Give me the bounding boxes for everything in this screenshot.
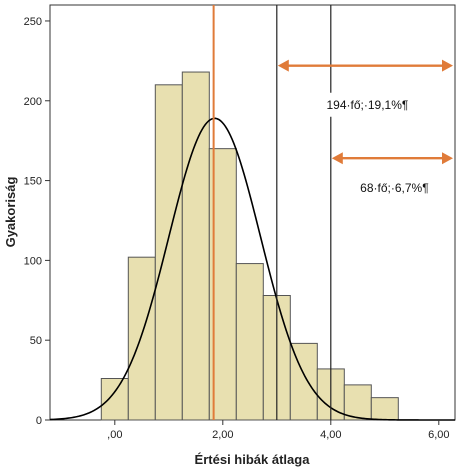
histogram-bar-9 [343,384,372,421]
x-tick-label: 2,00 [212,429,233,441]
histogram-bar-10 [370,397,399,421]
x-axis-ticks: ,00 2,00 4,00 6,00 [107,420,450,441]
normal-curve-layer [49,117,455,421]
normal-curve [49,117,455,421]
annotation-label-box [282,92,452,117]
histogram-bar-5 [235,263,264,421]
arrowhead-right-icon [442,59,453,72]
arrowhead-left-icon [277,59,289,72]
x-tick-label: 4,00 [320,429,341,441]
arrowhead-left-icon [331,152,343,165]
x-tick-label: 6,00 [428,429,449,441]
annotation-0: 194·fő;·19,1%¶ [277,59,453,117]
histogram-bar-1 [127,256,156,421]
y-tick-label: 0 [36,415,42,427]
annotation-1: 68·fő;·6,7%¶ [331,152,453,200]
histogram-bar-0 [100,378,129,421]
y-tick-label: 250 [24,16,42,28]
y-axis-title: Gyakoriság [3,177,18,248]
y-tick-label: 200 [24,96,42,108]
y-tick-label: 100 [24,255,42,267]
y-tick-label: 150 [24,176,42,188]
arrowhead-right-icon [442,152,453,165]
y-tick-label: 50 [30,335,42,347]
y-axis-ticks: 0 50 100 150 200 250 [24,16,50,427]
histogram-bar-3 [181,71,210,421]
x-tick-label: ,00 [107,429,122,441]
annotation-label: 194·fő;·19,1%¶ [326,98,408,112]
annotation-label-box [336,175,452,200]
annotation-label: 68·fő;·6,7%¶ [360,181,428,195]
histogram-bar-2 [154,84,183,421]
reference-lines [212,5,332,420]
annotations: 194·fő;·19,1%¶ 68·fő;·6,7%¶ [277,59,453,200]
x-axis-title: Értési hibák átlaga [195,452,311,467]
